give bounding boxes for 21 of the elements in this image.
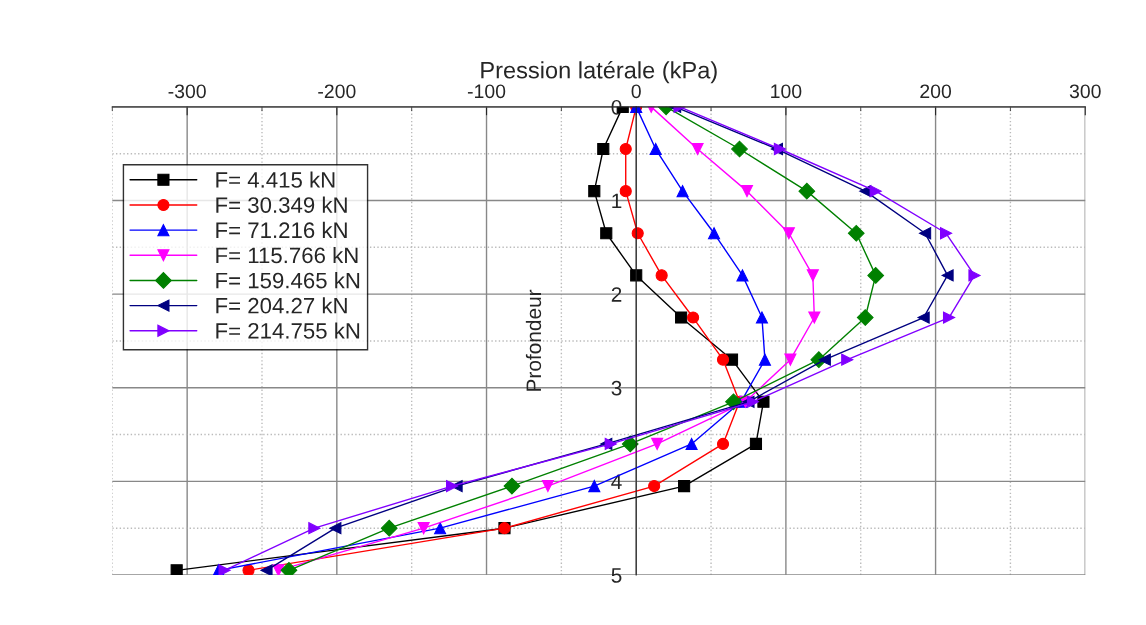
- legend-label: F= 115.766 kN: [216, 246, 358, 264]
- x-tick-label: 300: [1069, 84, 1101, 99]
- x-tick-label: 0: [631, 84, 641, 99]
- x-tick-label: 100: [771, 84, 802, 99]
- y-tick-label: 1: [612, 193, 622, 209]
- legend-label: F= 214.755 kN: [216, 322, 360, 339]
- legend-label: F= 71.216 kN: [216, 221, 347, 239]
- y-tick-label: 2: [611, 287, 622, 302]
- legend-label: F= 159.465 kN: [216, 272, 360, 289]
- x-tick-label: 200: [920, 84, 952, 99]
- legend-label: F= 4.415 kN: [216, 171, 335, 188]
- x-tick-label: -300: [168, 84, 206, 99]
- x-axis-title: Pression latérale (kPa): [481, 60, 717, 84]
- x-tick-label: -200: [318, 84, 356, 99]
- y-tick-label: 3: [611, 380, 622, 396]
- y-tick-label: 5: [611, 568, 622, 583]
- x-tick-label: -100: [467, 84, 506, 99]
- y-axis-title: Profondeur: [525, 289, 542, 391]
- legend-label: F= 204.27 kN: [216, 297, 347, 314]
- legend-label: F= 30.349 kN: [216, 196, 347, 213]
- y-tick-label: 4: [611, 474, 622, 489]
